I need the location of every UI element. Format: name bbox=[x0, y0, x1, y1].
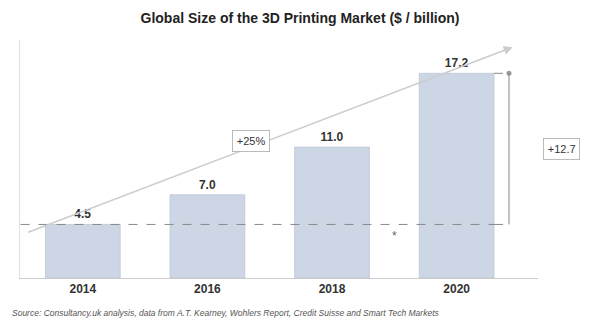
svg-text:4.5: 4.5 bbox=[74, 207, 91, 221]
svg-text:2014: 2014 bbox=[69, 282, 96, 296]
svg-text:2016: 2016 bbox=[194, 282, 221, 296]
svg-text:*: * bbox=[392, 229, 397, 243]
svg-text:2020: 2020 bbox=[443, 282, 470, 296]
svg-text:+25%: +25% bbox=[237, 135, 266, 147]
svg-text:+12.7: +12.7 bbox=[548, 143, 576, 155]
svg-text:17.2: 17.2 bbox=[445, 56, 469, 70]
svg-text:2018: 2018 bbox=[319, 282, 346, 296]
svg-text:Source: Consultancy.uk analysi: Source: Consultancy.uk analysis, data fr… bbox=[12, 308, 440, 318]
svg-text:Global Size of the 3D Printing: Global Size of the 3D Printing Market ($… bbox=[141, 10, 460, 26]
svg-text:11.0: 11.0 bbox=[321, 130, 344, 144]
svg-text:7.0: 7.0 bbox=[199, 178, 216, 192]
